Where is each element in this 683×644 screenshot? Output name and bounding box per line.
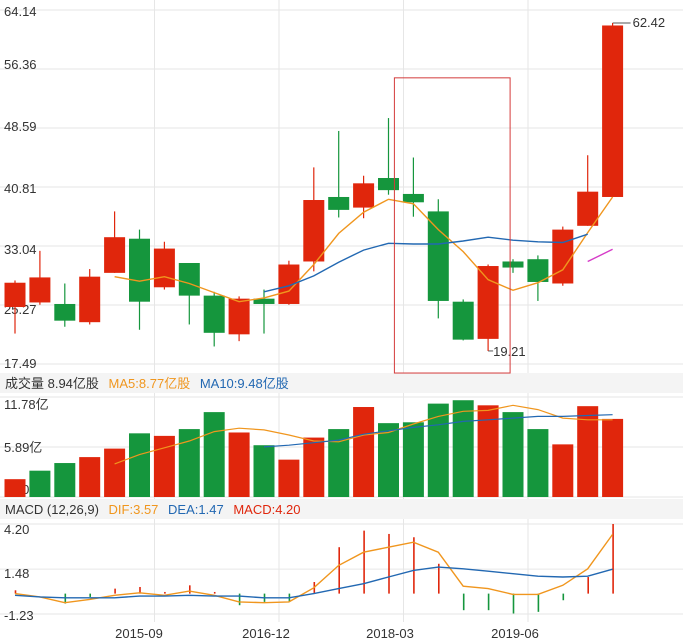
- candle-body: [552, 229, 574, 284]
- volume-bar: [178, 429, 200, 497]
- candle-body: [178, 262, 200, 296]
- candle-body: [602, 25, 624, 197]
- volume-bar: [427, 403, 449, 497]
- volume-legend-background: [0, 373, 683, 393]
- volume-bar: [228, 432, 250, 497]
- candle-body: [54, 303, 76, 321]
- macd-legend-macd: MACD:4.20: [233, 502, 300, 517]
- x-tick-label: 2019-06: [491, 626, 539, 641]
- volume-bar: [353, 407, 375, 497]
- chart-marks: [4, 23, 624, 614]
- volume-legend: 成交量 8.94亿股 MA5:8.77亿股 MA10:9.48亿股: [5, 376, 289, 391]
- price-tick-label: 33.04: [4, 242, 37, 257]
- volume-bar: [378, 423, 399, 497]
- volume-tick-label: 5.89亿: [4, 440, 42, 455]
- macd-tick-label: -1.23: [4, 608, 34, 623]
- volume-bar: [402, 422, 424, 497]
- candle-body: [203, 295, 225, 333]
- volume-bar: [79, 457, 101, 497]
- price-tick-label: 40.81: [4, 181, 37, 196]
- volume-bar: [278, 459, 300, 497]
- volume-bar: [54, 463, 76, 497]
- volume-bar: [303, 437, 325, 497]
- candle-body: [577, 191, 599, 226]
- candle-body: [153, 248, 175, 288]
- volume-bar: [502, 412, 524, 497]
- candle-body: [228, 298, 250, 335]
- max-price-label: 62.42: [633, 15, 666, 30]
- volume-bar: [552, 444, 574, 497]
- price-ma5-line: [114, 196, 614, 303]
- candle-body: [328, 196, 350, 210]
- volume-bar: [602, 418, 624, 497]
- volume-bar: [153, 435, 175, 497]
- volume-bar: [29, 470, 51, 497]
- price-extra-line: [587, 248, 613, 263]
- highlight-box: [393, 77, 511, 374]
- candle-body: [104, 237, 126, 273]
- volume-ma5-line: [114, 404, 613, 465]
- candle-body: [129, 238, 150, 302]
- price-tick-label: 48.59: [4, 119, 37, 134]
- candle-body: [4, 282, 26, 308]
- candle-body: [452, 301, 474, 340]
- macd-legend-dif: DIF:3.57: [109, 502, 159, 517]
- macd-legend-dea: DEA:1.47: [168, 502, 224, 517]
- price-ma10-line: [263, 233, 588, 293]
- volume-legend-total: 成交量 8.94亿股: [5, 376, 99, 391]
- candle-body: [502, 261, 524, 268]
- candle-body: [527, 259, 549, 282]
- candle-body: [427, 211, 449, 301]
- candle-body: [378, 178, 399, 191]
- volume-ma10-line: [263, 414, 613, 448]
- min-price-label: 19.21: [493, 344, 526, 359]
- volume-bar: [527, 429, 549, 497]
- macd-legend-background: [0, 499, 683, 519]
- volume-legend-ma5: MA5:8.77亿股: [109, 376, 191, 391]
- price-tick-label: 64.14: [4, 4, 37, 19]
- volume-bar: [328, 429, 350, 497]
- macd-tick-label: 4.20: [4, 522, 29, 537]
- volume-tick-label: 11.78亿: [4, 397, 49, 412]
- candle-body: [353, 183, 375, 208]
- volume-bar: [477, 405, 499, 497]
- macd-dea-line: [14, 566, 613, 599]
- macd-legend: MACD (12,26,9) DIF:3.57 DEA:1.47 MACD:4.…: [5, 502, 301, 517]
- candle-body: [477, 266, 499, 339]
- price-tick-label: 17.49: [4, 356, 37, 371]
- candle-body: [402, 193, 424, 203]
- volume-bar: [203, 412, 225, 497]
- x-tick-label: 2018-03: [366, 626, 414, 641]
- volume-bar: [129, 433, 150, 497]
- macd-tick-label: 1.48: [4, 566, 29, 581]
- x-tick-label: 2016-12: [242, 626, 290, 641]
- macd-dif-line: [14, 533, 614, 604]
- price-tick-label: 56.36: [4, 57, 37, 72]
- volume-legend-ma10: MA10:9.48亿股: [200, 376, 289, 391]
- candle-body: [303, 200, 325, 262]
- volume-bar: [577, 406, 599, 497]
- candle-body: [79, 276, 101, 323]
- candle-body: [278, 264, 300, 304]
- volume-bar: [452, 400, 474, 497]
- volume-bar: [4, 479, 26, 497]
- macd-legend-title: MACD (12,26,9): [5, 502, 99, 517]
- volume-bar: [104, 448, 126, 497]
- x-tick-label: 2015-09: [115, 626, 163, 641]
- candle-body: [29, 277, 51, 303]
- volume-bar: [253, 445, 275, 497]
- candle-body: [253, 298, 275, 304]
